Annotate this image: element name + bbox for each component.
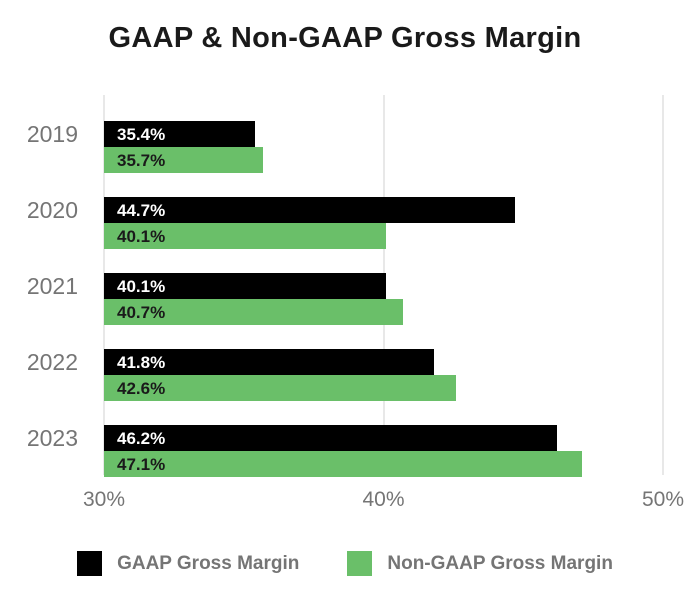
bar-2022-gaap[interactable]: 41.8% — [104, 349, 434, 375]
bar-2021-gaap[interactable]: 40.1% — [104, 273, 387, 299]
bar-group-2023: 2023 46.2% 47.1% — [27, 425, 663, 477]
bar-value-label: 42.6% — [117, 378, 166, 398]
bar-2022-non-gaap[interactable]: 42.6% — [104, 375, 457, 401]
bar-group-2019: 2019 35.4% 35.7% — [27, 121, 663, 173]
bar-2019-gaap[interactable]: 35.4% — [104, 121, 255, 147]
bar-2023-non-gaap[interactable]: 47.1% — [104, 451, 582, 477]
bar-value-label: 35.7% — [117, 150, 166, 170]
bar-value-label: 40.1% — [117, 226, 166, 246]
year-label-2019: 2019 — [26, 121, 78, 147]
bar-group-2021: 2021 40.1% 40.7% — [27, 273, 663, 325]
bar-value-label: 40.7% — [117, 302, 166, 322]
x-tick-label-50: 50% — [641, 488, 685, 511]
legend-swatch-gaap — [77, 551, 103, 576]
bar-value-label: 41.8% — [117, 352, 166, 372]
bar-value-label: 46.2% — [117, 428, 166, 448]
plot-area: 30% 40% 50% 2019 35.4% 35.7% 2020 44.7% 40.1% 202… — [27, 95, 684, 511]
x-tick-label-30: 30% — [82, 488, 126, 511]
gridline-50 — [662, 95, 664, 475]
bar-2021-non-gaap[interactable]: 40.7% — [104, 299, 404, 325]
bar-group-2022: 2022 41.8% 42.6% — [27, 349, 663, 401]
year-label-2020: 2020 — [26, 197, 78, 223]
legend-label: Non-GAAP Gross Margin — [387, 552, 613, 574]
year-label-2022: 2022 — [26, 349, 78, 375]
chart-title: GAAP & Non-GAAP Gross Margin — [108, 22, 582, 54]
bar-value-label: 44.7% — [117, 200, 166, 220]
bar-2020-gaap[interactable]: 44.7% — [104, 197, 515, 223]
legend-label: GAAP Gross Margin — [117, 552, 300, 574]
x-tick-label-40: 40% — [362, 488, 405, 511]
bar-value-label: 40.1% — [117, 276, 166, 296]
legend-item-non-gaap[interactable]: Non-GAAP Gross Margin — [347, 551, 613, 576]
bar-group-2020: 2020 44.7% 40.1% — [27, 197, 663, 249]
year-label-2023: 2023 — [26, 425, 78, 451]
bar-2023-gaap[interactable]: 46.2% — [104, 425, 557, 451]
legend: GAAP Gross Margin Non-GAAP Gross Margin — [0, 551, 690, 576]
year-label-2021: 2021 — [26, 273, 78, 299]
legend-item-gaap[interactable]: GAAP Gross Margin — [77, 551, 299, 576]
bar-value-label: 47.1% — [117, 454, 166, 474]
bar-2019-non-gaap[interactable]: 35.7% — [104, 147, 264, 173]
bar-2020-non-gaap[interactable]: 40.1% — [104, 223, 387, 249]
bar-value-label: 35.4% — [117, 124, 166, 144]
legend-swatch-non-gaap — [347, 551, 373, 576]
